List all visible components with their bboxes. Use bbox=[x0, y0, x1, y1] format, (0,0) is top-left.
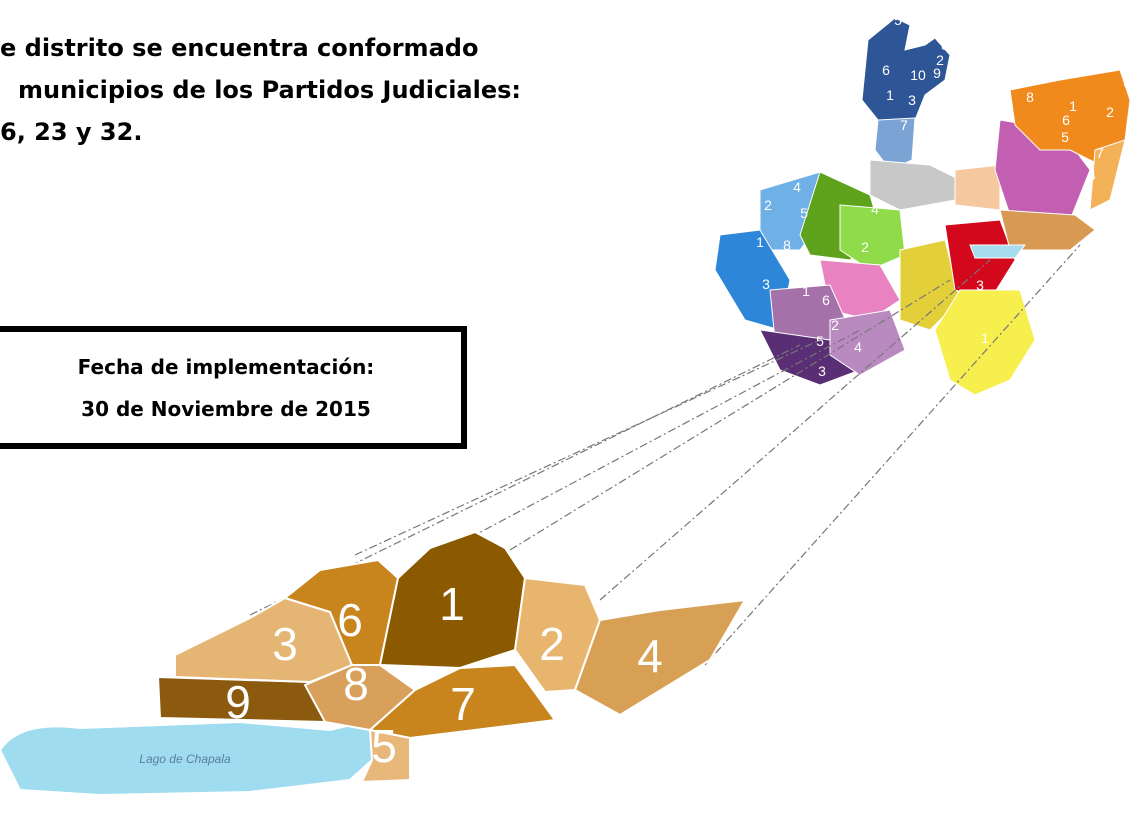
overview-label: 4 bbox=[854, 339, 862, 355]
overview-label: 8 bbox=[1026, 89, 1034, 105]
region-label: 1 bbox=[439, 578, 465, 630]
overview-label: 6 bbox=[822, 292, 830, 308]
region-label: 4 bbox=[637, 630, 663, 682]
region-label: 9 bbox=[225, 676, 251, 728]
overview-label: 1 bbox=[1069, 98, 1077, 114]
overview-label: 2 bbox=[1106, 104, 1114, 120]
overview-label: 7 bbox=[900, 117, 908, 133]
overview-label: 3 bbox=[908, 92, 916, 108]
region-label: 6 bbox=[337, 594, 363, 646]
overview-label: 4 bbox=[951, 32, 959, 48]
overview-label: 1 bbox=[886, 87, 894, 103]
overview-label: 3 bbox=[976, 277, 984, 293]
info-box bbox=[0, 329, 464, 446]
header-line: 6, 23 y 32. bbox=[0, 118, 142, 146]
overview-label: 5 bbox=[894, 12, 902, 28]
overview-label: 4 bbox=[1088, 167, 1096, 183]
overview-label: 10 bbox=[910, 67, 926, 83]
overview-label: 5 bbox=[1061, 129, 1069, 145]
overview-label: 1 bbox=[981, 330, 989, 346]
region-label: 7 bbox=[450, 678, 476, 730]
page: e distrito se encuentra conformado munic… bbox=[0, 0, 1136, 816]
region-label: 5 bbox=[371, 720, 397, 772]
overview-label: 2 bbox=[831, 317, 839, 333]
overview-label: 6 bbox=[882, 62, 890, 78]
overview-label: 1 bbox=[756, 234, 764, 250]
header-line: e distrito se encuentra conformado bbox=[0, 34, 478, 62]
region-label: 8 bbox=[343, 658, 369, 710]
info-line: 30 de Noviembre de 2015 bbox=[81, 397, 371, 421]
overview-label: 7 bbox=[1096, 145, 1104, 161]
overview-label: 5 bbox=[816, 333, 824, 349]
region-label: 2 bbox=[539, 618, 565, 670]
overview-label: 8 bbox=[941, 37, 949, 53]
lake-label: Lago de Chapala bbox=[139, 752, 231, 766]
region-label: 3 bbox=[272, 618, 298, 670]
overview-label: 2 bbox=[764, 197, 772, 213]
overview-label: 3 bbox=[1123, 74, 1131, 90]
overview-label: 3 bbox=[818, 363, 826, 379]
overview-label: 5 bbox=[800, 205, 808, 221]
info-line: Fecha de implementación: bbox=[78, 355, 375, 379]
overview-label: 3 bbox=[762, 276, 770, 292]
overview-label: 2 bbox=[936, 52, 944, 68]
overview-label: 2 bbox=[861, 239, 869, 255]
header-line: municipios de los Partidos Judiciales: bbox=[18, 76, 521, 104]
overview-label: 5 bbox=[916, 232, 924, 248]
overview-label: 1 bbox=[802, 283, 810, 299]
overview-label: 6 bbox=[1062, 112, 1070, 128]
overview-label: 4 bbox=[793, 179, 801, 195]
overview-label: 4 bbox=[871, 201, 879, 217]
overview-label: 8 bbox=[783, 237, 791, 253]
